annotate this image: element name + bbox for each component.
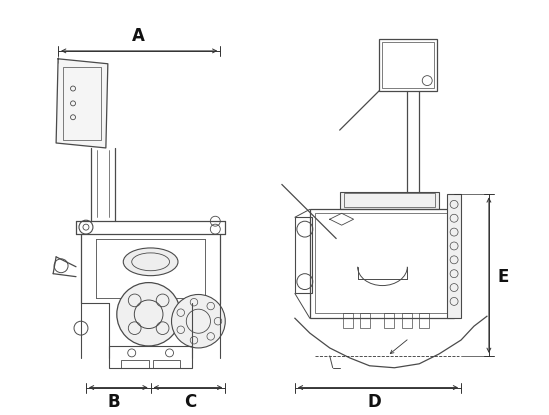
Polygon shape — [56, 59, 108, 148]
Text: D: D — [368, 393, 382, 411]
Text: A: A — [132, 27, 145, 45]
Bar — [360, 313, 369, 328]
Bar — [344, 193, 435, 208]
Ellipse shape — [124, 248, 178, 276]
Bar — [310, 209, 454, 318]
Circle shape — [117, 283, 181, 346]
Bar — [340, 191, 439, 209]
Bar — [63, 67, 101, 140]
Bar — [315, 213, 449, 313]
Bar — [121, 360, 149, 368]
Bar — [383, 42, 434, 88]
Bar — [419, 313, 429, 328]
Bar — [447, 195, 461, 318]
Text: E: E — [497, 268, 508, 286]
Bar — [109, 346, 192, 368]
Text: B: B — [108, 393, 120, 411]
Bar — [153, 360, 181, 368]
Bar — [379, 39, 437, 90]
Circle shape — [171, 295, 225, 348]
Bar — [402, 313, 412, 328]
Text: C: C — [184, 393, 197, 411]
Bar — [384, 313, 394, 328]
Bar — [295, 217, 312, 293]
Bar — [343, 313, 352, 328]
